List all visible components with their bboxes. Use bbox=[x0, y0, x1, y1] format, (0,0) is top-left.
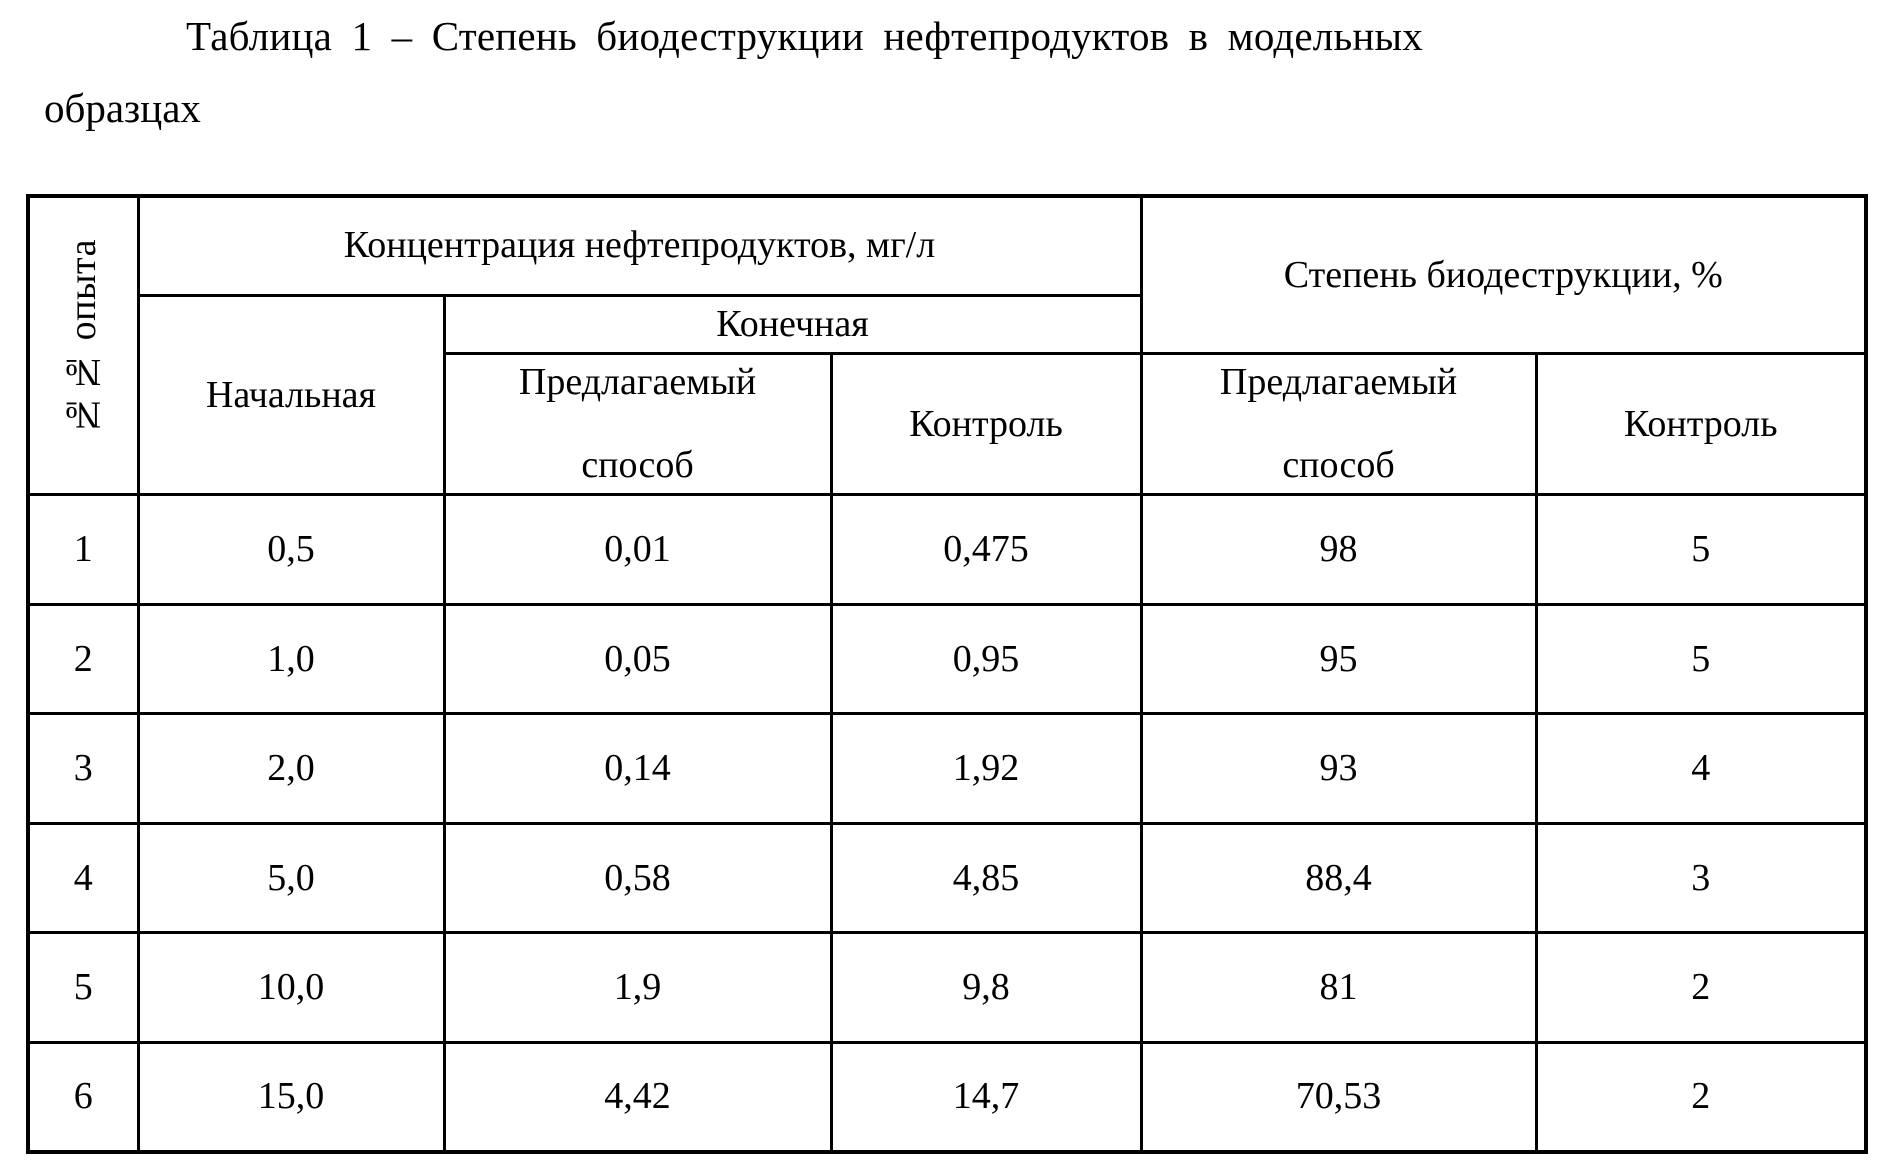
cell-degree-control: 2 bbox=[1534, 1040, 1868, 1154]
header-final-proposed-method-line2: способ bbox=[581, 444, 694, 487]
cell-initial-concentration: 15,0 bbox=[136, 1040, 446, 1154]
table-row: 4 5,0 0,58 4,85 88,4 3 bbox=[26, 821, 1868, 935]
cell-experiment-number: 5 bbox=[26, 931, 140, 1044]
header-final-control: Контроль bbox=[829, 352, 1143, 497]
biodegradation-table: №№ опыта Концентрация нефтепродуктов, мг… bbox=[26, 194, 1868, 1154]
table-row: 5 10,0 1,9 9,8 81 2 bbox=[26, 931, 1868, 1044]
header-degree-proposed-method: Предлагаемый способ bbox=[1139, 352, 1538, 497]
cell-experiment-number: 6 bbox=[26, 1040, 140, 1154]
cell-initial-concentration: 5,0 bbox=[136, 821, 446, 935]
cell-degree-proposed-method: 81 bbox=[1139, 931, 1538, 1044]
table-container: №№ опыта Концентрация нефтепродуктов, мг… bbox=[26, 194, 1868, 1154]
cell-degree-proposed-method: 95 bbox=[1139, 602, 1538, 716]
table-row: 6 15,0 4,42 14,7 70,53 2 bbox=[26, 1040, 1868, 1154]
cell-final-control: 14,7 bbox=[829, 1040, 1143, 1154]
cell-final-control: 0,475 bbox=[829, 493, 1143, 606]
cell-final-proposed-method: 0,14 bbox=[442, 712, 833, 825]
cell-final-proposed-method: 0,05 bbox=[442, 602, 833, 716]
header-row-sub: Начальная Конечная bbox=[28, 293, 1866, 497]
table-head: №№ опыта Концентрация нефтепродуктов, мг… bbox=[26, 194, 1868, 497]
cell-final-proposed-method: 0,58 bbox=[442, 821, 833, 935]
cell-final-control: 1,92 bbox=[829, 712, 1143, 825]
cell-initial-concentration: 1,0 bbox=[136, 602, 446, 716]
cell-final-control: 9,8 bbox=[829, 931, 1143, 1044]
header-row-group: №№ опыта Концентрация нефтепродуктов, мг… bbox=[26, 194, 1868, 497]
table-body: 1 0,5 0,01 0,475 98 5 2 1,0 0,05 0,95 95 5 3 2,0 0,14 1… bbox=[26, 493, 1868, 1154]
header-row-leaf: Предлагаемый способ Контроль Предлагаемы… bbox=[28, 352, 1868, 497]
cell-final-control: 0,95 bbox=[829, 602, 1143, 716]
cell-degree-control: 4 bbox=[1534, 712, 1868, 825]
header-final-proposed-method-line1: Предлагаемый bbox=[518, 361, 757, 404]
cell-degree-control: 3 bbox=[1534, 821, 1868, 935]
cell-experiment-number: 3 bbox=[26, 712, 140, 825]
header-experiment-number: №№ опыта bbox=[26, 194, 140, 497]
caption-line-1: Таблица 1 – Степень биодеструкции нефтеп… bbox=[186, 13, 1423, 59]
cell-final-proposed-method: 1,9 bbox=[442, 931, 833, 1044]
header-initial-concentration: Начальная bbox=[136, 293, 446, 497]
header-degree-control: Контроль bbox=[1534, 352, 1868, 497]
cell-final-control: 4,85 bbox=[829, 821, 1143, 935]
header-degree-proposed-method-line2: способ bbox=[1282, 444, 1395, 487]
cell-degree-control: 5 bbox=[1534, 493, 1868, 606]
cell-final-proposed-method: 4,42 bbox=[442, 1040, 833, 1154]
cell-final-proposed-method: 0,01 bbox=[442, 493, 833, 606]
table-row: 1 0,5 0,01 0,475 98 5 bbox=[26, 493, 1868, 606]
caption-line-2: образцах bbox=[44, 85, 201, 131]
cell-experiment-number: 2 bbox=[26, 602, 140, 716]
header-degree-proposed-method-line1: Предлагаемый bbox=[1219, 361, 1458, 404]
table-row: 2 1,0 0,05 0,95 95 5 bbox=[26, 602, 1868, 716]
cell-degree-control: 2 bbox=[1534, 931, 1868, 1044]
cell-degree-proposed-method: 70,53 bbox=[1139, 1040, 1538, 1154]
cell-degree-proposed-method: 88,4 bbox=[1139, 821, 1538, 935]
cell-initial-concentration: 0,5 bbox=[136, 493, 446, 606]
header-experiment-number-label: №№ опыта bbox=[62, 239, 105, 436]
header-final-proposed-method: Предлагаемый способ bbox=[442, 352, 833, 497]
cell-experiment-number: 1 bbox=[26, 493, 140, 606]
cell-initial-concentration: 2,0 bbox=[136, 712, 446, 825]
cell-degree-proposed-method: 98 bbox=[1139, 493, 1538, 606]
cell-degree-control: 5 bbox=[1534, 602, 1868, 716]
table-row: 3 2,0 0,14 1,92 93 4 bbox=[26, 712, 1868, 825]
cell-experiment-number: 4 bbox=[26, 821, 140, 935]
table-caption: Таблица 1 – Степень биодеструкции нефтеп… bbox=[0, 0, 1889, 144]
header-final-concentration: Конечная bbox=[442, 293, 1143, 356]
cell-initial-concentration: 10,0 bbox=[136, 931, 446, 1044]
header-group-biodegradation: Степень биодеструкции, % bbox=[1139, 194, 1868, 356]
cell-degree-proposed-method: 93 bbox=[1139, 712, 1538, 825]
header-group-concentration: Концентрация нефтепродуктов, мг/л bbox=[136, 194, 1143, 297]
